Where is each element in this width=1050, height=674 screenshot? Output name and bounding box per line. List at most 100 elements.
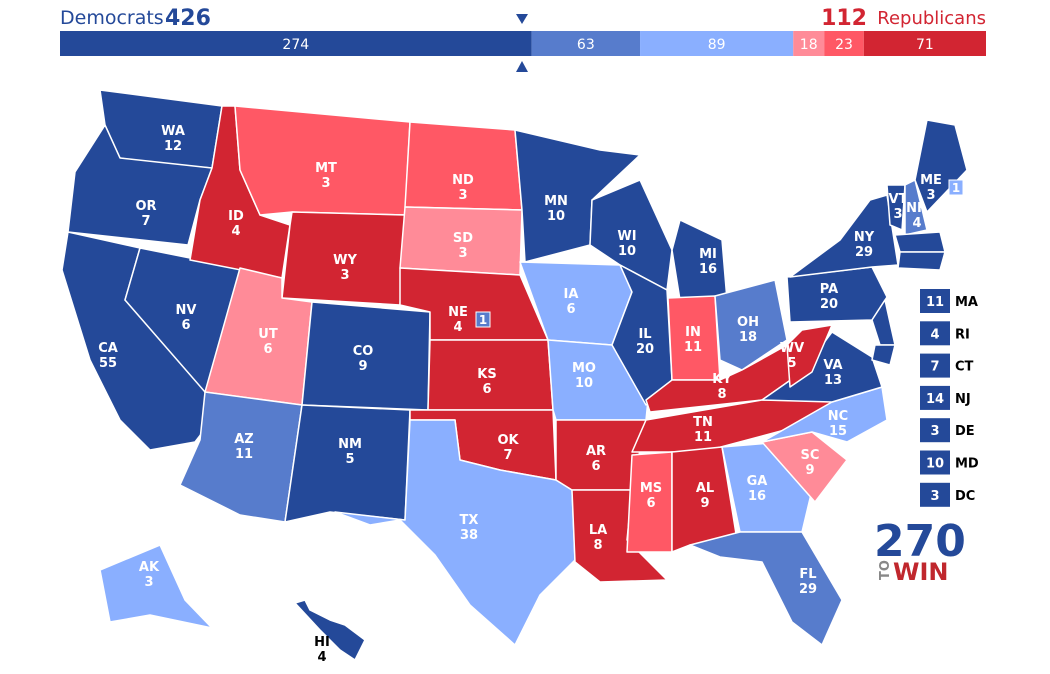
state-ev: 15 bbox=[829, 424, 847, 439]
state-abbr: AR bbox=[586, 444, 606, 459]
state bbox=[689, 531, 843, 646]
state-ev: 9 bbox=[805, 463, 814, 478]
ev-bar: 274 63 89 18 23 71 bbox=[60, 31, 986, 56]
state-abbr: NC bbox=[828, 409, 848, 424]
state-ev: 5 bbox=[787, 356, 796, 371]
district-box bbox=[475, 311, 491, 328]
bar-segment bbox=[793, 31, 825, 56]
state-ev: 6 bbox=[482, 382, 491, 397]
state-ev: 6 bbox=[591, 459, 600, 474]
state-ev: 7 bbox=[141, 214, 150, 229]
state-ev: 6 bbox=[181, 318, 190, 333]
small-state-ev: 10 bbox=[926, 457, 944, 472]
state-abbr: CA bbox=[98, 341, 118, 356]
state-abbr: WI bbox=[617, 229, 636, 244]
state-abbr: NE bbox=[448, 305, 468, 320]
state-abbr: PA bbox=[820, 282, 838, 297]
state-abbr: WY bbox=[333, 253, 357, 268]
state-abbr: NY bbox=[854, 230, 875, 245]
state bbox=[914, 119, 968, 213]
state-ev: 10 bbox=[575, 376, 593, 391]
state bbox=[611, 264, 673, 406]
small-state-box bbox=[920, 482, 950, 507]
small-state-ev: 11 bbox=[926, 295, 944, 310]
small-state-abbr: RI bbox=[955, 327, 970, 342]
state-ev: 16 bbox=[748, 489, 766, 504]
state-ev: 4 bbox=[231, 224, 240, 239]
state-ev: 9 bbox=[700, 496, 709, 511]
small-state-box bbox=[920, 321, 950, 346]
small-state-ev: 14 bbox=[926, 392, 944, 407]
state-abbr: WV bbox=[780, 341, 804, 356]
state-shape bbox=[871, 344, 896, 366]
bar-segment bbox=[60, 31, 532, 56]
dem-label: Democrats bbox=[60, 7, 164, 29]
state-abbr: MT bbox=[315, 161, 337, 176]
state-ev: 9 bbox=[358, 359, 367, 374]
state-shape bbox=[894, 231, 946, 253]
state-abbr: ND bbox=[452, 173, 474, 188]
state bbox=[334, 419, 576, 646]
small-state-box bbox=[920, 450, 950, 475]
rep-total: 112 bbox=[821, 6, 867, 31]
state bbox=[886, 184, 906, 231]
state bbox=[294, 599, 366, 661]
state-ev: 7 bbox=[503, 448, 512, 463]
state-ev: 11 bbox=[235, 447, 253, 462]
state-abbr: GA bbox=[747, 474, 768, 489]
state-ev: 3 bbox=[926, 188, 935, 203]
bar-segment bbox=[640, 31, 794, 56]
small-state-abbr: NJ bbox=[955, 392, 971, 407]
small-state-abbr: CT bbox=[955, 360, 974, 375]
state-ev: 16 bbox=[699, 262, 717, 277]
threshold-marker bbox=[516, 14, 528, 24]
state-ev: 10 bbox=[618, 244, 636, 259]
state-ev: 29 bbox=[799, 582, 817, 597]
state-ev: 38 bbox=[460, 528, 478, 543]
state-ev: 10 bbox=[547, 209, 565, 224]
state-ev: 5 bbox=[345, 452, 354, 467]
state-ev: 8 bbox=[717, 387, 726, 402]
state-ev: 8 bbox=[593, 538, 602, 553]
state-abbr: HI bbox=[314, 635, 330, 650]
logo: 270 TO WIN bbox=[874, 516, 966, 586]
small-state-box bbox=[920, 418, 950, 443]
state-abbr: WA bbox=[161, 124, 185, 139]
bar-segment bbox=[863, 31, 986, 56]
state-abbr: ID bbox=[228, 209, 244, 224]
state-abbr: OR bbox=[135, 199, 156, 214]
state-ev: 3 bbox=[458, 188, 467, 203]
state-abbr: NH bbox=[906, 201, 928, 216]
threshold-marker bbox=[516, 61, 528, 72]
state bbox=[904, 179, 928, 236]
state-ev: 11 bbox=[684, 340, 702, 355]
bar-segment-label: 18 bbox=[800, 37, 818, 53]
state-ev: 3 bbox=[893, 207, 902, 222]
small-state-abbr: DE bbox=[955, 424, 975, 439]
state-ev: 13 bbox=[824, 373, 842, 388]
state-ev: 4 bbox=[453, 320, 462, 335]
state-ev: 20 bbox=[636, 342, 654, 357]
state-abbr: MS bbox=[640, 481, 662, 496]
small-state-ev: 3 bbox=[930, 424, 939, 439]
state-abbr: OH bbox=[737, 315, 759, 330]
state-abbr: NM bbox=[338, 437, 362, 452]
state-abbr: FL bbox=[799, 567, 816, 582]
small-state-ev: 4 bbox=[930, 327, 939, 342]
logo-win: WIN bbox=[893, 558, 949, 586]
state-shape bbox=[897, 251, 946, 271]
state-abbr: AK bbox=[139, 560, 160, 575]
state-ev: 6 bbox=[566, 302, 575, 317]
state-abbr: ME bbox=[920, 173, 942, 188]
state-ev: 6 bbox=[646, 496, 655, 511]
state-abbr: MI bbox=[699, 247, 717, 262]
small-state-abbr: DC bbox=[955, 489, 975, 504]
state-ev: 3 bbox=[321, 176, 330, 191]
district-ev: 1 bbox=[479, 313, 487, 327]
small-state-box bbox=[920, 385, 950, 410]
state-abbr: IL bbox=[638, 327, 651, 342]
dem-total: 426 bbox=[165, 6, 211, 31]
state-abbr: MO bbox=[572, 361, 596, 376]
